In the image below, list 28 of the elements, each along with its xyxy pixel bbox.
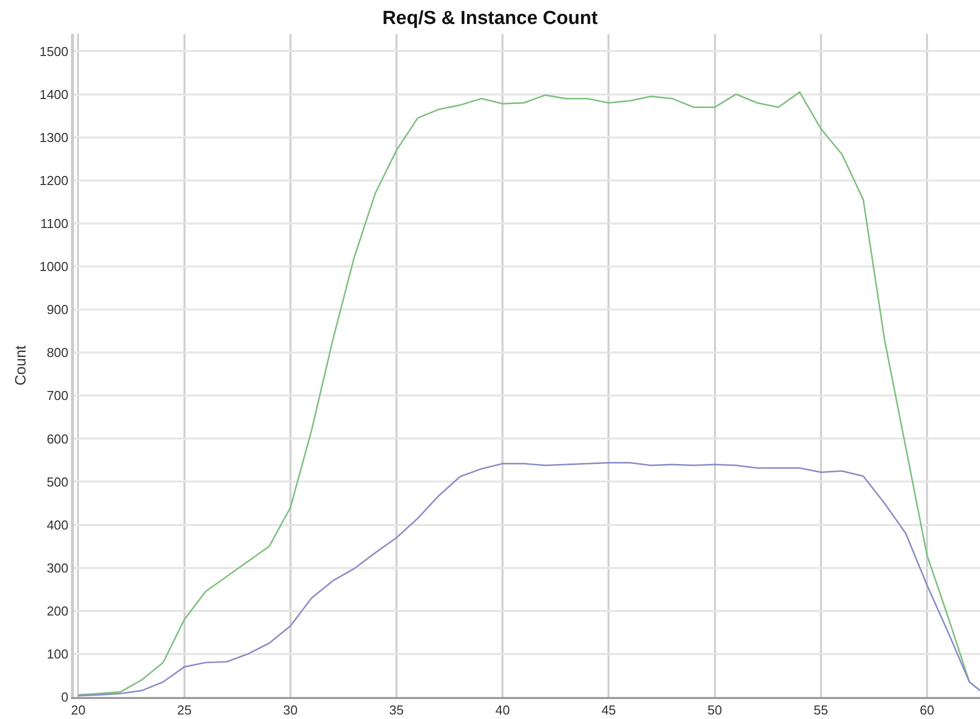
y-tick-label: 1000 [39, 259, 68, 274]
y-tick-label: 1200 [39, 172, 68, 188]
y-tick-label: 500 [46, 474, 68, 490]
y-tick-label: 800 [46, 345, 68, 360]
x-tick-label: 45 [601, 702, 616, 718]
chart-title: Req/S & Instance Count [382, 8, 598, 30]
x-tick-label: 40 [495, 702, 510, 718]
y-tick-label: 400 [46, 517, 68, 532]
x-tick-label: 30 [283, 702, 298, 718]
y-tick-label: 100 [46, 646, 68, 662]
y-tick-label: 1400 [39, 86, 68, 102]
line-series [77, 462, 980, 696]
x-tick-label: 50 [708, 702, 722, 718]
y-axis-title: Count [12, 344, 30, 386]
y-tick-label: 900 [46, 302, 68, 318]
y-tick-label: 600 [46, 431, 68, 446]
y-tick-label: 1100 [40, 216, 68, 231]
x-tick-label: 25 [177, 702, 192, 718]
x-tick-label: 60 [920, 702, 934, 718]
y-tick-label: 300 [46, 560, 68, 576]
y-tick-label: 0 [61, 690, 68, 705]
x-tick-label: 55 [814, 702, 828, 718]
y-tick-label: 1300 [39, 130, 68, 145]
y-tick-label: 200 [46, 603, 68, 618]
x-tick-label: 35 [389, 702, 404, 718]
x-tick-label: 20 [71, 702, 86, 718]
y-tick-label: 1500 [39, 44, 68, 59]
y-tick-label: 700 [46, 388, 68, 404]
